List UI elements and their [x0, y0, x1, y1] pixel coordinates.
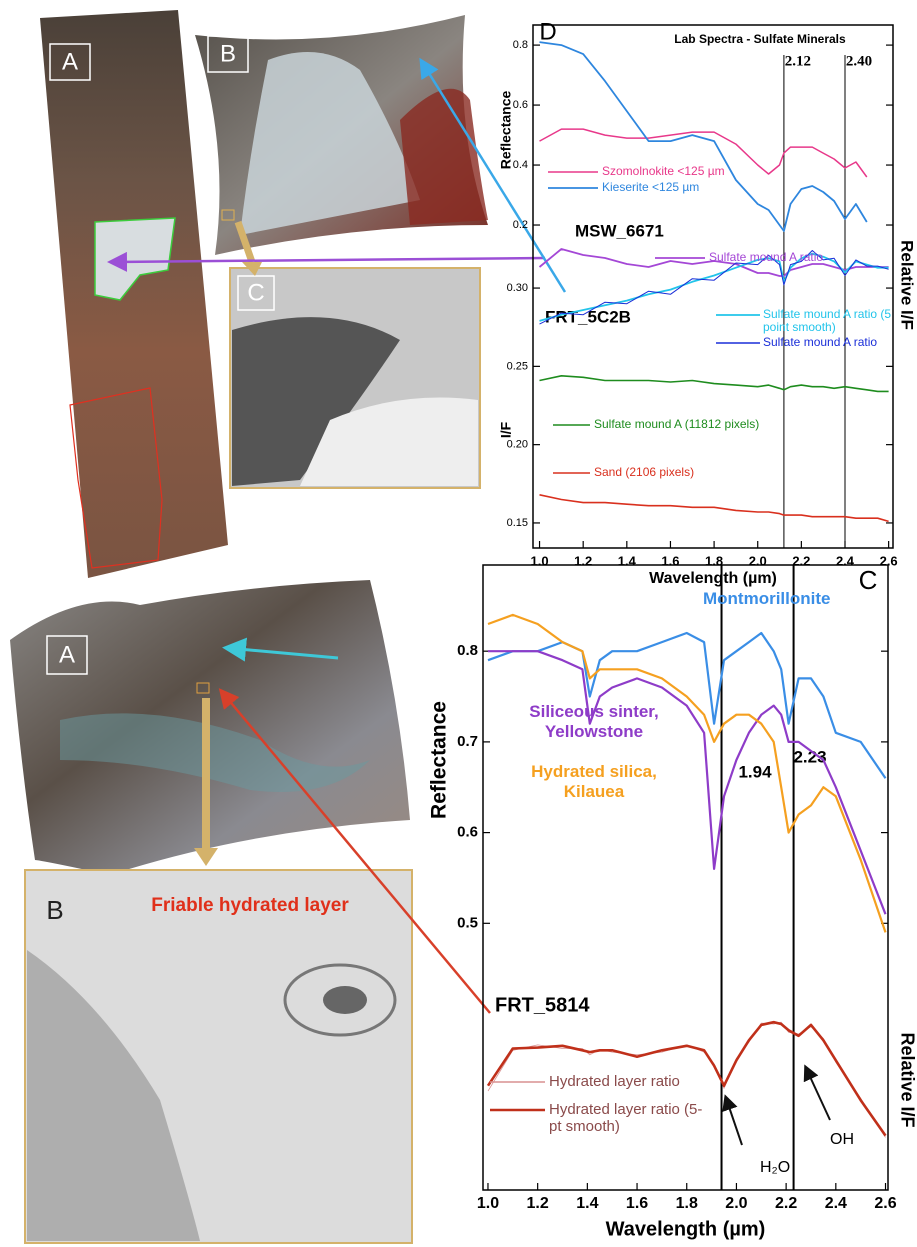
panel-label: A	[59, 641, 75, 668]
figure: A B C A B Friable hydrated layer D Lab Sp…	[0, 0, 917, 1247]
plot-frame	[483, 565, 888, 1190]
x-tick-label: 2.4	[825, 1195, 847, 1212]
zoom-arrow-head	[194, 848, 218, 866]
legend-label: Hydrated layer ratio	[549, 1073, 680, 1090]
annotation: OH	[830, 1131, 854, 1148]
legend-label: Sulfate mound A (11812 pixels)	[594, 418, 759, 432]
y-tick-label: 0.6	[513, 99, 528, 111]
image-region	[400, 89, 488, 225]
series-line	[540, 42, 867, 231]
annotation: MSW_6671	[575, 221, 664, 240]
x-tick-label: 2.0	[725, 1195, 747, 1212]
reference-label: 1.94	[738, 762, 772, 781]
x-tick-label: 2.2	[775, 1195, 797, 1212]
figure-canvas: A B C A B Friable hydrated layer D Lab Sp…	[0, 0, 917, 1247]
plot-frame	[533, 25, 893, 548]
x-tick-label: 1.8	[705, 553, 723, 568]
panel-label: B	[46, 895, 63, 925]
x-tick-label: 1.6	[626, 1195, 648, 1212]
caption: Friable hydrated layer	[151, 895, 349, 916]
y-tick-label: 0.8	[457, 642, 478, 659]
annotation: Relative I/F	[898, 240, 917, 330]
y-tick-label: 0.4	[513, 159, 528, 171]
x-tick-label: 1.0	[477, 1195, 499, 1212]
annotation-arrow	[726, 1098, 742, 1145]
annotation-arrow	[806, 1068, 830, 1120]
annotation: H₂O	[760, 1159, 790, 1176]
x-tick-label: 1.8	[676, 1195, 698, 1212]
x-axis-label: Wavelength (µm)	[649, 570, 777, 587]
panel-label: B	[220, 40, 236, 67]
x-tick-label: 1.4	[618, 553, 637, 568]
legend-label: Sulfate mound A ratio	[763, 336, 877, 350]
series-line	[540, 376, 889, 392]
x-tick-label: 2.4	[836, 553, 855, 568]
y-tick-label: 0.8	[513, 39, 528, 51]
y-tick-label: 0.5	[457, 914, 478, 931]
reference-label: 2.40	[846, 53, 872, 69]
annotation: FRT_5C2B	[545, 307, 631, 326]
panel-label: A	[62, 48, 78, 75]
y-tick-label: 0.2	[513, 219, 528, 231]
legend-label: Hydrated layer ratio (5-pt smooth)	[549, 1101, 709, 1136]
series-line	[540, 495, 889, 522]
y-tick-label: 0.7	[457, 733, 478, 750]
reference-label: 2.12	[785, 53, 811, 69]
legend-label: Sulfate mound A ratio (5 point smooth)	[763, 308, 895, 336]
legend-label: Sand (2106 pixels)	[594, 466, 694, 480]
x-tick-label: 2.0	[749, 553, 767, 568]
panel-label: C	[859, 565, 878, 595]
x-tick-label: 2.6	[874, 1195, 896, 1212]
y-tick-label: 0.30	[507, 282, 528, 294]
y-tick-label: 0.20	[507, 439, 528, 451]
panel-label: D	[539, 18, 556, 45]
x-tick-label: 1.2	[527, 1195, 549, 1212]
y-tick-label: 0.25	[507, 360, 528, 372]
x-tick-label: 2.2	[792, 553, 810, 568]
legend-label: Montmorillonite	[703, 589, 830, 609]
chart-title: Lab Spectra - Sulfate Minerals	[674, 32, 846, 46]
image-region	[323, 986, 367, 1014]
y-axis-label: Reflectance	[428, 701, 451, 819]
y-tick-label: 0.15	[507, 517, 528, 529]
x-tick-label: 1.6	[661, 553, 679, 568]
panel-label: C	[247, 279, 264, 306]
x-tick-label: 1.2	[574, 553, 592, 568]
y-axis-label: I/F	[498, 421, 514, 438]
image-strip	[40, 10, 228, 578]
x-tick-label: 1.0	[531, 553, 549, 568]
y-tick-label: 0.6	[457, 824, 478, 841]
legend-label: Sulfate mound A ratio	[709, 251, 823, 265]
legend-label: Szomolnokite <125 µm	[602, 165, 725, 179]
x-tick-label: 1.4	[576, 1195, 598, 1212]
legend-label: Hydrated silica, Kilauea	[505, 762, 683, 801]
y-axis-label: Reflectance	[498, 90, 514, 169]
annotation: FRT_5814	[495, 994, 590, 1016]
legend-label: Siliceous sinter, Yellowstone	[505, 702, 683, 741]
legend-label: Kieserite <125 µm	[602, 181, 699, 195]
annotation: Relative I/F	[897, 1032, 917, 1127]
x-axis-label: Wavelength (µm)	[606, 1218, 766, 1240]
